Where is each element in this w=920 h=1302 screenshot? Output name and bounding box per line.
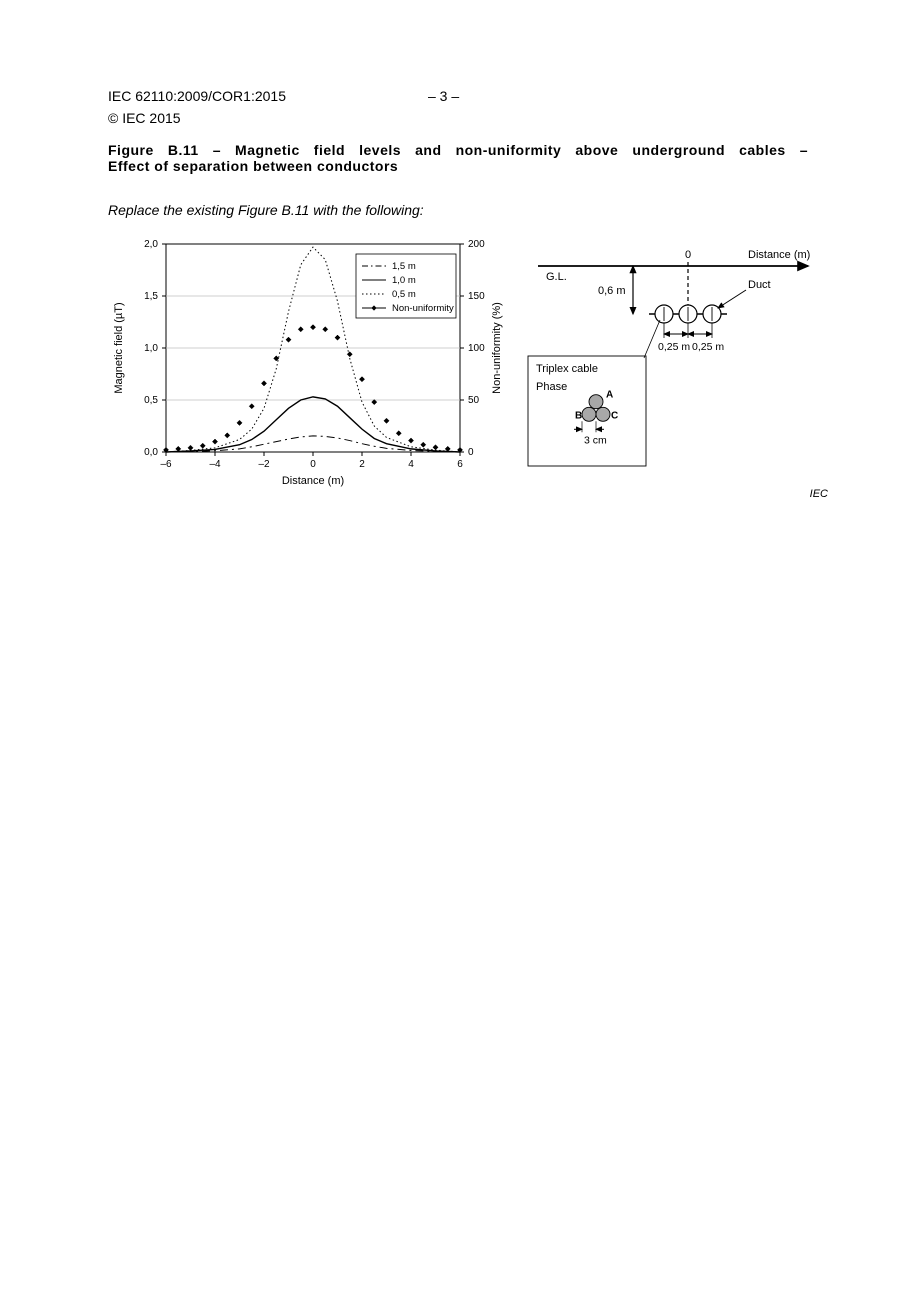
svg-text:0,5 m: 0,5 m: [392, 289, 416, 300]
svg-text:1,5 m: 1,5 m: [392, 261, 416, 272]
copyright: © IEC 2015: [108, 110, 820, 126]
figure-row: –6 –4 –2 0 2 4 6 0,0 0,5 1,0 1,5 2,0 0 50 100 150 200 Dis…: [108, 236, 820, 496]
svg-text:200: 200: [468, 239, 485, 250]
figure-title-line2: Effect of separation between conductors: [108, 158, 820, 174]
svg-text:Phase: Phase: [536, 381, 567, 393]
svg-text:Distance (m): Distance (m): [282, 475, 344, 487]
svg-text:Magnetic field (µT): Magnetic field (µT): [113, 302, 125, 393]
svg-text:Non-uniformity: Non-uniformity: [392, 303, 454, 314]
iec-tag: IEC: [810, 488, 828, 500]
doc-id: IEC 62110:2009/COR1:2015: [108, 88, 286, 104]
svg-text:0,25 m: 0,25 m: [658, 341, 690, 353]
svg-text:0,5: 0,5: [144, 395, 158, 406]
svg-text:B: B: [575, 410, 582, 421]
page-number: – 3 –: [428, 88, 459, 104]
figure-title-line1: Figure B.11 – Magnetic field levels and …: [108, 142, 808, 158]
svg-text:Non-uniformity (%): Non-uniformity (%): [491, 302, 503, 394]
page-header: IEC 62110:2009/COR1:2015 – 3 –: [108, 88, 820, 108]
svg-text:0: 0: [468, 447, 474, 458]
svg-text:C: C: [611, 410, 618, 421]
svg-text:–6: –6: [160, 459, 172, 470]
svg-text:100: 100: [468, 343, 485, 354]
svg-text:3 cm: 3 cm: [584, 434, 607, 446]
svg-text:A: A: [606, 390, 613, 401]
svg-text:50: 50: [468, 395, 480, 406]
svg-text:0,25 m: 0,25 m: [692, 341, 724, 353]
chart: –6 –4 –2 0 2 4 6 0,0 0,5 1,0 1,5 2,0 0 50 100 150 200 Dis…: [108, 236, 508, 496]
svg-text:0,6 m: 0,6 m: [598, 285, 626, 297]
svg-text:0,0: 0,0: [144, 447, 158, 458]
svg-text:0: 0: [685, 249, 691, 261]
svg-text:2: 2: [359, 459, 365, 470]
svg-text:–4: –4: [209, 459, 221, 470]
svg-text:2,0: 2,0: [144, 239, 158, 250]
svg-text:0: 0: [310, 459, 316, 470]
svg-text:6: 6: [457, 459, 463, 470]
svg-text:Distance (m): Distance (m): [748, 249, 810, 261]
replace-instruction: Replace the existing Figure B.11 with th…: [108, 202, 820, 218]
svg-text:–2: –2: [258, 459, 270, 470]
svg-text:150: 150: [468, 291, 485, 302]
svg-text:Triplex cable: Triplex cable: [536, 363, 598, 375]
diagram: G.L. 0 Distance (m) 0,6 m Duct 0,25 m0,25 m Tr…: [518, 236, 818, 496]
svg-text:1,0 m: 1,0 m: [392, 275, 416, 286]
svg-text:G.L.: G.L.: [546, 271, 567, 283]
svg-text:1,0: 1,0: [144, 343, 158, 354]
svg-text:Duct: Duct: [748, 279, 771, 291]
svg-text:1,5: 1,5: [144, 291, 158, 302]
svg-text:4: 4: [408, 459, 414, 470]
